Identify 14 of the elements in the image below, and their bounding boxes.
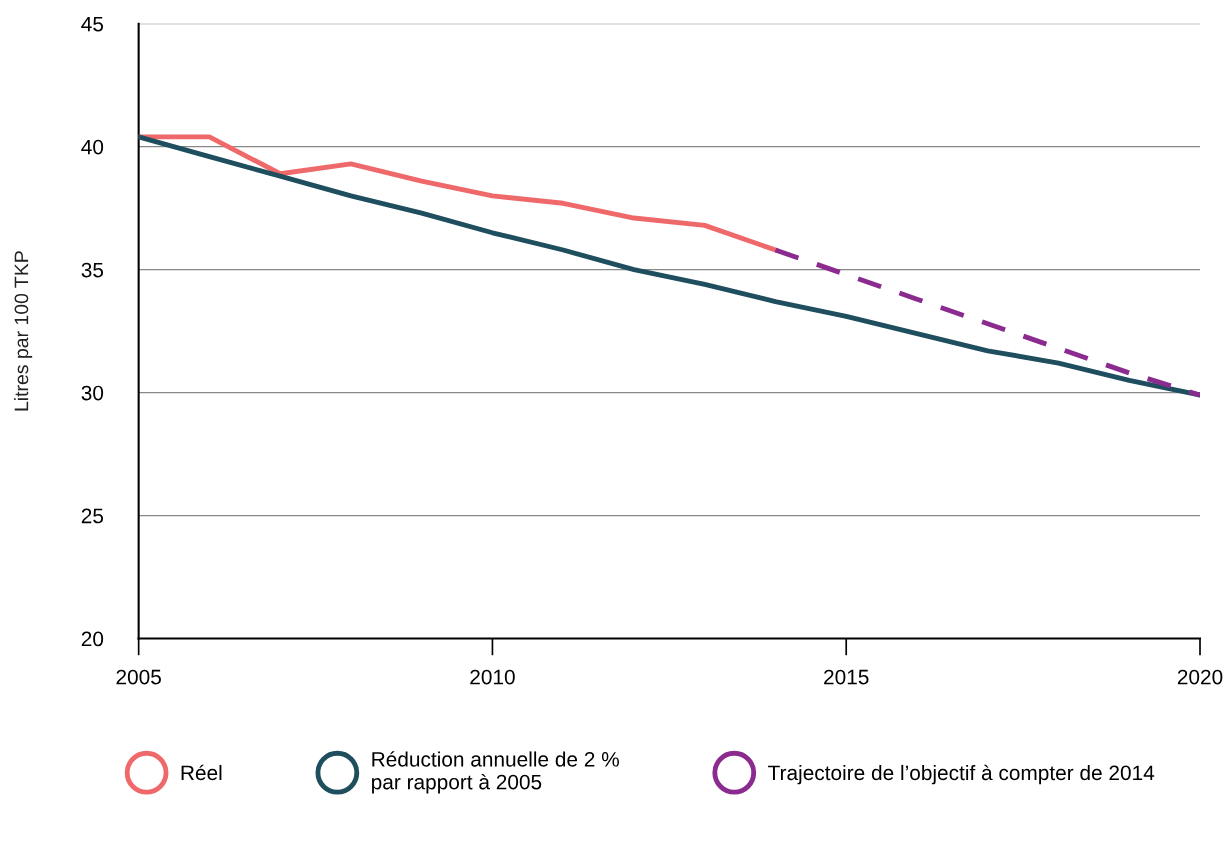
legend-label: Trajectoire de l’objectif à compter de 2014 — [768, 764, 1155, 785]
y-tick-label: 45 — [81, 16, 104, 32]
y-axis-title: Litres par 100 TKP — [14, 251, 33, 411]
legend-label: Réduction annuelle de 2 % par rapport à 2005 — [372, 751, 619, 794]
x-tick-label: 2005 — [116, 669, 161, 685]
y-tick-label: 40 — [81, 139, 104, 155]
y-tick-label: 30 — [81, 385, 104, 401]
y-tick-label: 25 — [81, 508, 104, 524]
legend-label: Réel — [181, 764, 222, 781]
x-tick-label: 2010 — [470, 669, 515, 685]
x-tick-label: 2015 — [824, 669, 869, 685]
y-tick-label: 35 — [81, 262, 104, 278]
x-tick-label: 2020 — [1177, 669, 1223, 685]
y-tick-label: 20 — [81, 631, 104, 647]
